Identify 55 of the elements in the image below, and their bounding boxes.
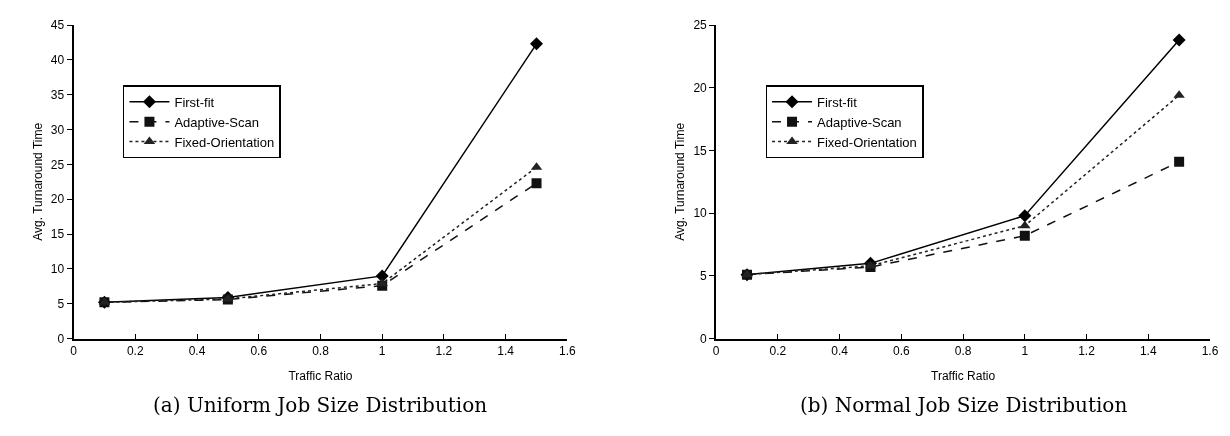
x-tick-label: 0.2 [769, 344, 787, 358]
y-tick-label: 25 [50, 157, 65, 172]
x-tick-label: 1 [1021, 344, 1029, 358]
y-tick-label: 30 [50, 122, 65, 137]
y-tick-label: 15 [693, 143, 708, 158]
y-tick-label: 10 [693, 206, 708, 221]
point [375, 269, 389, 283]
x-tick-label: 0.2 [126, 344, 144, 358]
x-tick-label: 0.8 [954, 344, 972, 358]
point [531, 178, 542, 189]
point [376, 278, 388, 287]
point [530, 37, 544, 51]
legend-label: First-fit [174, 94, 215, 110]
legend-label: Adaptive-Scan [174, 114, 259, 130]
y-tick-label: 25 [693, 18, 708, 33]
x-tick-label: 1.2 [1078, 344, 1096, 358]
x-tick-label: 1.6 [559, 344, 577, 358]
x-tick-label: 0.6 [893, 344, 910, 358]
x-tick-label: 1.2 [435, 344, 453, 358]
x-tick-label: 1.4 [1139, 344, 1157, 358]
x-tick-label: 0.6 [250, 344, 268, 358]
text: (a) Uniform Job Size Distribution [153, 393, 488, 417]
x-tick-label: 1 [378, 344, 386, 358]
y-tick-label: 35 [50, 87, 65, 102]
y-tick-label: 15 [50, 227, 65, 242]
x-axis-title: Traffic Ratio [931, 369, 996, 384]
legend-label: Adaptive-Scan [817, 114, 902, 130]
legend-label: Fixed-Orientation [817, 134, 917, 150]
x-tick-label: 1.6 [1201, 344, 1219, 358]
point [1019, 220, 1031, 229]
y-tick-label: 45 [50, 18, 65, 33]
y-tick-label: 0 [700, 331, 708, 346]
x-tick-label: 0.4 [831, 344, 849, 358]
x-tick-label: 0 [712, 344, 720, 358]
y-tick-label: 10 [50, 262, 65, 277]
y-tick-label: 20 [693, 80, 708, 95]
x-axis-title: Traffic Ratio [288, 369, 353, 384]
y-axis-title: Avg. Turnaround Time [30, 122, 45, 241]
legend-label: First-fit [817, 94, 858, 110]
point [1172, 33, 1186, 47]
x-tick-label: 0.8 [312, 344, 330, 358]
y-tick-label: 20 [50, 192, 65, 207]
x-tick-label: 0.4 [188, 344, 206, 358]
point [1174, 156, 1185, 167]
point [1019, 230, 1030, 241]
x-tick-label: 0 [70, 344, 78, 358]
y-tick-label: 5 [700, 269, 708, 284]
point [1018, 209, 1032, 223]
y-tick-label: 40 [50, 53, 65, 68]
y-tick-label: 5 [57, 296, 65, 311]
y-axis-title: Avg. Turnaround Time [673, 122, 688, 241]
text: (b) Normal Job Size Distribution [800, 393, 1128, 417]
legend-label: Fixed-Orientation [174, 134, 275, 150]
y-tick-label: 0 [57, 331, 65, 346]
x-tick-label: 1.4 [497, 344, 515, 358]
